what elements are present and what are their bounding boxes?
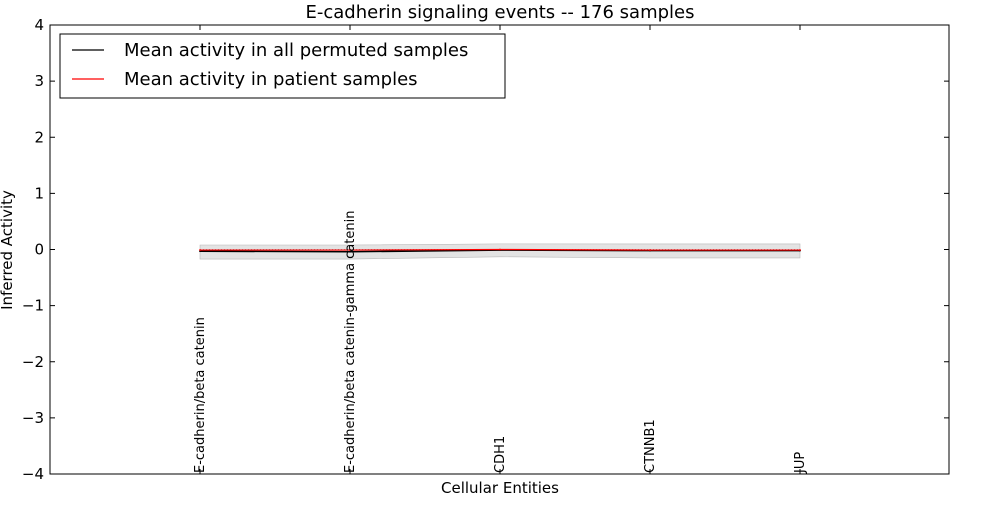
category-label-2: CDH1 bbox=[493, 436, 508, 473]
y-tick-label-4: 0 bbox=[34, 241, 44, 259]
legend-box bbox=[59, 33, 506, 99]
chart-title: E-cadherin signaling events -- 176 sampl… bbox=[305, 2, 694, 23]
legend-label-patient: Mean activity in patient samples bbox=[124, 69, 418, 90]
y-tick-label-7: −3 bbox=[22, 409, 44, 427]
series-point-patient-1 bbox=[349, 249, 351, 251]
series-point-permuted-1 bbox=[349, 250, 351, 253]
y-tick-label-1: 3 bbox=[34, 72, 44, 90]
y-tick-label-6: −2 bbox=[22, 353, 44, 371]
y-tick-label-8: −4 bbox=[22, 465, 44, 483]
category-label-1: E-cadherin/beta catenin-gamma catenin bbox=[343, 211, 358, 473]
series-point-patient-3 bbox=[649, 249, 651, 251]
y-tick-label-2: 2 bbox=[34, 128, 44, 146]
category-label-3: CTNNB1 bbox=[643, 419, 658, 473]
series-layer bbox=[199, 248, 801, 253]
category-label-0: E-cadherin/beta catenin bbox=[193, 317, 208, 473]
legend-label-permuted: Mean activity in all permuted samples bbox=[124, 40, 468, 61]
permuted-confidence-band bbox=[199, 243, 801, 260]
category-labels: E-cadherin/beta catenin E-cadherin/beta c… bbox=[193, 25, 808, 474]
series-point-patient-0 bbox=[199, 249, 201, 251]
series-point-patient-2 bbox=[499, 248, 501, 251]
category-label-4: JUP bbox=[793, 452, 808, 474]
y-tick-label-0: 4 bbox=[34, 16, 44, 34]
y-tick-label-3: 1 bbox=[34, 184, 44, 202]
series-point-patient-4 bbox=[799, 249, 801, 251]
y-axis-label: Inferred Activity bbox=[0, 190, 16, 310]
legend: Mean activity in all permuted samples Me… bbox=[59, 33, 506, 99]
y-tick-label-5: −1 bbox=[22, 297, 44, 315]
x-axis-label: Cellular Entities bbox=[441, 479, 559, 497]
plot-frame bbox=[49, 24, 950, 475]
